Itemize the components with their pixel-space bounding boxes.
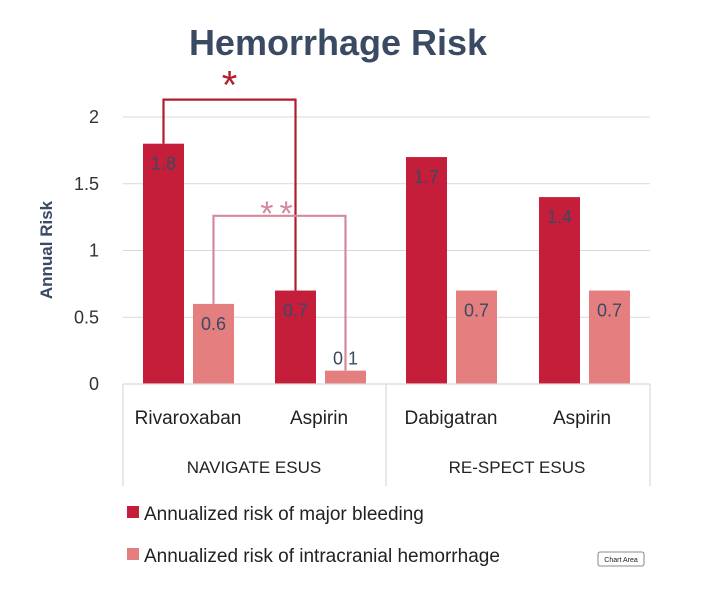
bar [143, 143, 184, 384]
significance-marker: * [222, 64, 238, 108]
group-label: NAVIGATE ESUS [187, 458, 321, 477]
legend-swatch [127, 548, 139, 560]
category-label: Aspirin [290, 408, 348, 429]
chart-title: Hemorrhage Risk [189, 22, 488, 63]
legend-label: Annualized risk of major bleeding [144, 504, 424, 525]
chart-area-chip: Chart Area [597, 551, 645, 567]
chart-area-chip-label: Chart Area [604, 557, 638, 564]
legend-swatch [127, 506, 139, 518]
group-label: RE-SPECT ESUS [449, 458, 586, 477]
bar [406, 157, 447, 384]
x-axis: Rivaroxaban Aspirin Dabigatran Aspirin NAVIG… [122, 383, 651, 486]
data-label: 1.7 [414, 167, 439, 187]
data-labels: 1.80.71.71.40.60.10.7 0.7 [151, 154, 622, 369]
bar [193, 303, 234, 384]
data-label: 1.8 [151, 154, 176, 174]
y-tick-label: 1 [89, 241, 99, 261]
y-tick-label: 2 [89, 107, 99, 127]
y-tick-label: 0.5 [74, 307, 99, 327]
bar [275, 290, 316, 384]
bar [589, 290, 630, 384]
category-label: Dabigatran [405, 408, 498, 429]
y-axis-label: Annual Risk [37, 200, 56, 299]
bar [325, 370, 366, 384]
significance-bracket [162, 98, 297, 291]
category-label: Rivaroxaban [135, 408, 242, 429]
y-tick-label: 1.5 [74, 174, 99, 194]
bar [539, 197, 580, 384]
data-label: 0.7 [597, 301, 622, 321]
data-label: 0.7 [283, 301, 308, 321]
legend: Annualized risk of major bleeding Annuali… [127, 504, 500, 567]
data-label: 0.6 [201, 314, 226, 334]
significance-bracket [212, 214, 347, 371]
data-label: 0.7 [464, 301, 489, 321]
bars [143, 143, 630, 384]
legend-label: Annualized risk of intracranial hemorrha… [144, 546, 500, 567]
data-label: 1.4 [547, 207, 572, 227]
y-tick-label: 0 [89, 374, 99, 394]
significance-marker: ** [260, 195, 298, 233]
significance-brackets: *** [162, 64, 347, 371]
y-tick-labels: 0 0.5 1 1.5 2 [74, 107, 99, 394]
category-label: Aspirin [553, 408, 611, 429]
bar [456, 290, 497, 384]
